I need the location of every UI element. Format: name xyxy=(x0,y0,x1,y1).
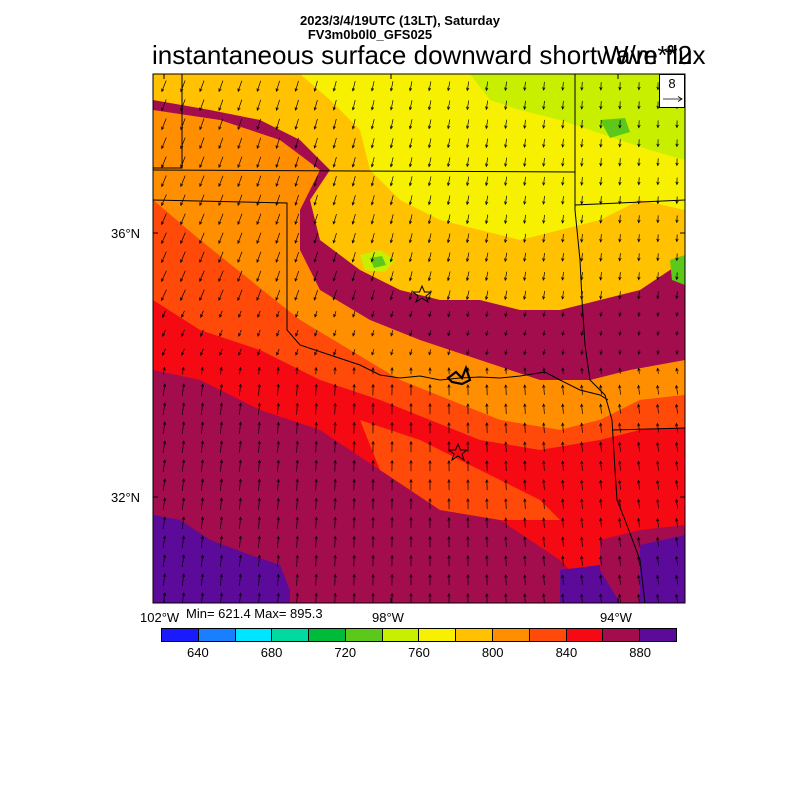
colorbar-swatch xyxy=(383,629,420,641)
colorbar-swatch xyxy=(162,629,199,641)
colorbar-swatch xyxy=(530,629,567,641)
lon-label-98w: 98°W xyxy=(372,610,404,625)
colorbar-swatch xyxy=(603,629,640,641)
reference-arrow-icon xyxy=(660,75,686,109)
colorbar-tick-label: 720 xyxy=(334,645,356,660)
colorbar-tick-label: 880 xyxy=(629,645,651,660)
colorbar-tick-label: 760 xyxy=(408,645,430,660)
colorbar-tick-label: 840 xyxy=(556,645,578,660)
colorbar-swatch xyxy=(236,629,273,641)
colorbar-tick-label: 680 xyxy=(261,645,283,660)
colorbar-swatch xyxy=(640,629,676,641)
colorbar-swatch xyxy=(419,629,456,641)
lat-label-36n: 36°N xyxy=(111,226,140,241)
colorbar-swatch xyxy=(493,629,530,641)
shortwave-flux-field xyxy=(153,74,685,605)
reference-vector-box: 8 xyxy=(659,74,685,108)
colorbar-swatch xyxy=(346,629,383,641)
colorbar-swatch xyxy=(272,629,309,641)
colorbar xyxy=(161,628,677,642)
colorbar-swatch xyxy=(199,629,236,641)
colorbar-tick-label: 640 xyxy=(187,645,209,660)
colorbar-swatch xyxy=(309,629,346,641)
colorbar-tick-label: 800 xyxy=(482,645,504,660)
lon-label-94w: 94°W xyxy=(600,610,632,625)
min-max-stats: Min= 621.4 Max= 895.3 xyxy=(186,606,323,621)
units-label: W/m**2 xyxy=(604,40,692,71)
lat-label-32n: 32°N xyxy=(111,490,140,505)
colorbar-swatch xyxy=(567,629,604,641)
valid-time-header: 2023/3/4/19UTC (13LT), Saturday xyxy=(0,13,800,28)
colorbar-swatch xyxy=(456,629,493,641)
lon-label-102w: 102°W xyxy=(140,610,179,625)
